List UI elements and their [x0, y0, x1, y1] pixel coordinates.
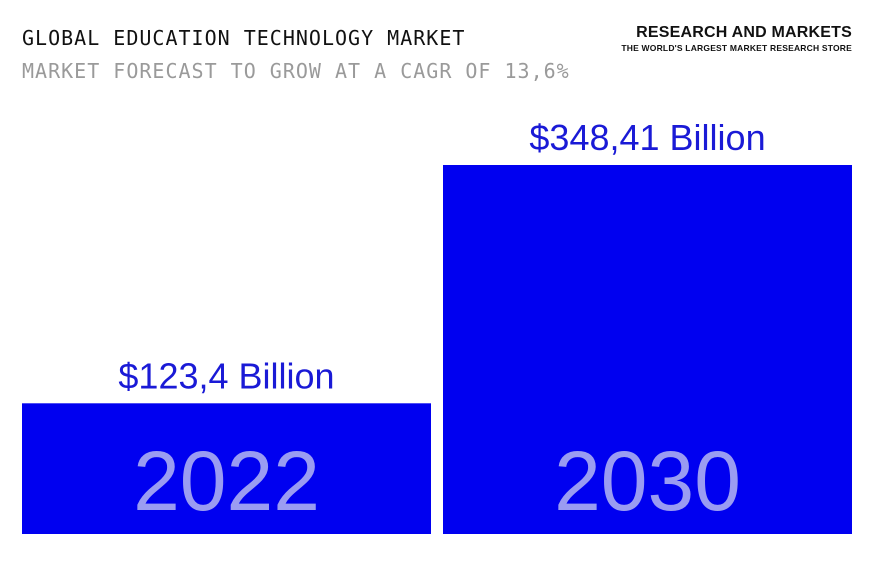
bar-2022 [22, 403, 431, 534]
category-label-2022: 2022 [133, 434, 320, 528]
bar-2030 [443, 165, 852, 534]
chart-subtitle: MARKET FORECAST TO GROW AT A CAGR OF 13,… [22, 59, 570, 83]
brand-name: RESEARCH AND MARKETS [636, 24, 852, 41]
value-label-2030: $348,41 Billion [529, 117, 765, 158]
category-label-2030: 2030 [554, 434, 741, 528]
chart-title: GLOBAL EDUCATION TECHNOLOGY MARKET [22, 26, 466, 50]
brand-logo: RESEARCH AND MARKETS THE WORLD'S LARGEST… [621, 24, 852, 53]
value-label-2022: $123,4 Billion [118, 355, 334, 396]
brand-tagline: THE WORLD'S LARGEST MARKET RESEARCH STOR… [621, 43, 852, 53]
